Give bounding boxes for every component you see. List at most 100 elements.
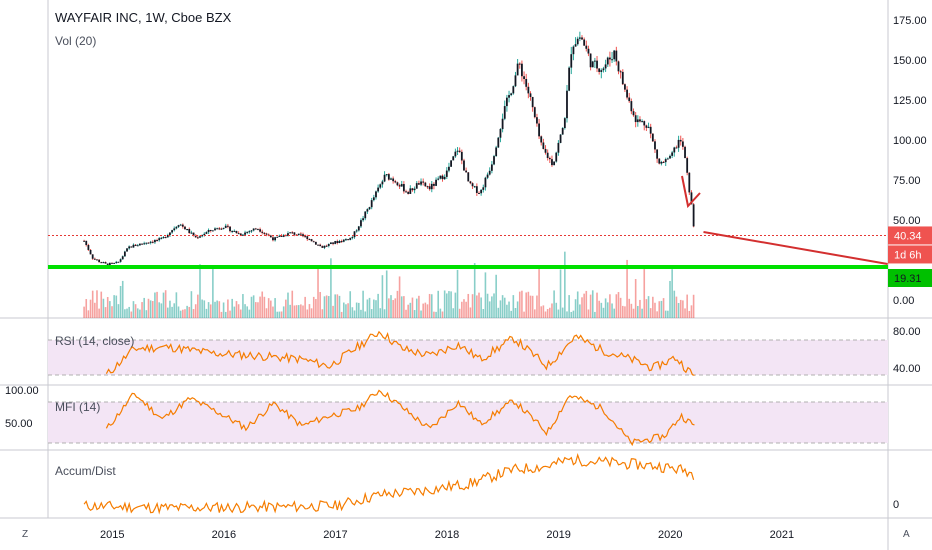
- candle-body: [572, 46, 575, 55]
- candle-body: [518, 63, 521, 65]
- candle-body: [119, 259, 122, 262]
- candle-body: [445, 170, 448, 177]
- volume-bar: [439, 308, 442, 318]
- last-price-value: 40.34: [894, 230, 922, 242]
- candle-body: [214, 228, 216, 231]
- candle-body: [98, 259, 101, 263]
- volume-bar: [602, 307, 605, 318]
- volume-bar: [302, 305, 304, 318]
- volume-bar: [295, 305, 298, 318]
- candle-body: [409, 188, 412, 194]
- volume-bar: [325, 295, 328, 318]
- auto-scale-icon[interactable]: A: [903, 529, 910, 540]
- candle-body: [312, 241, 315, 243]
- candle-body: [287, 233, 289, 236]
- candle-body: [645, 125, 648, 128]
- volume-bar: [259, 296, 261, 318]
- volume-bar: [403, 296, 405, 318]
- candle-body: [278, 235, 281, 237]
- volume-bar: [527, 291, 530, 318]
- candle-body: [128, 246, 131, 249]
- candle-body: [671, 152, 674, 156]
- volume-bar: [270, 300, 272, 318]
- candle-body: [353, 231, 356, 238]
- time-tick-label: 2017: [323, 529, 347, 541]
- volume-label: Vol (20): [55, 34, 96, 48]
- candle-body: [639, 119, 641, 122]
- candle-body: [641, 121, 643, 123]
- volume-bar: [692, 294, 695, 318]
- volume-bar: [637, 305, 639, 318]
- candle-body: [458, 150, 461, 152]
- candle-body: [265, 233, 268, 235]
- volume-bar: [117, 304, 120, 318]
- candle-body: [83, 240, 85, 242]
- candle-body: [375, 191, 377, 198]
- candle-body: [385, 174, 388, 176]
- volume-bar: [433, 311, 435, 318]
- candle-body: [323, 245, 326, 248]
- zoom-icon[interactable]: Z: [22, 529, 28, 540]
- volume-bar: [435, 311, 437, 318]
- candle-body: [126, 248, 128, 252]
- volume-bar: [546, 309, 549, 318]
- candle-body: [321, 246, 324, 248]
- volume-bar: [237, 304, 240, 318]
- candle-body: [681, 141, 684, 147]
- rsi-line: [105, 330, 695, 376]
- candle-body: [291, 232, 294, 234]
- volume-bar: [327, 296, 330, 318]
- volume-bar: [289, 304, 291, 318]
- volume-bar: [186, 305, 188, 318]
- candle-body: [383, 174, 386, 182]
- candle-body: [259, 229, 261, 232]
- volume-bar: [312, 296, 315, 318]
- volume-bar: [521, 290, 523, 318]
- ad-tick-label: 0: [893, 499, 899, 511]
- volume-bar: [319, 291, 321, 318]
- volume-bar: [564, 251, 566, 318]
- volume-bar: [420, 310, 422, 318]
- candle-body: [602, 68, 605, 71]
- volume-bar: [411, 297, 414, 318]
- candle-body: [392, 178, 395, 182]
- price-candles: [83, 31, 695, 267]
- candle-body: [525, 78, 528, 87]
- candle-body: [91, 254, 94, 259]
- candle-body: [651, 133, 654, 142]
- candle-body: [630, 101, 633, 112]
- candle-body: [486, 174, 489, 178]
- candle-body: [454, 151, 457, 157]
- volume-bar: [679, 299, 682, 318]
- volume-bar: [347, 303, 349, 318]
- volume-bar: [576, 291, 579, 318]
- candle-body: [387, 174, 390, 180]
- candle-body: [428, 186, 431, 190]
- volume-bar: [669, 280, 671, 318]
- candle-body: [166, 235, 169, 238]
- candle-body: [437, 178, 440, 180]
- volume-bar: [568, 295, 570, 318]
- candle-body: [632, 111, 635, 116]
- volume-bar: [626, 259, 628, 318]
- candle-body: [611, 59, 613, 61]
- volume-bar: [645, 299, 648, 318]
- candle-body: [149, 241, 152, 243]
- volume-bar: [274, 298, 276, 318]
- volume-bar: [619, 297, 622, 318]
- candle-body: [600, 70, 603, 72]
- candle-body: [282, 235, 285, 237]
- candle-body: [585, 45, 588, 49]
- candle-body: [85, 240, 88, 246]
- candle-body: [235, 230, 238, 234]
- candle-body: [480, 189, 483, 194]
- candle-body: [317, 244, 319, 246]
- candle-body: [297, 233, 300, 236]
- candle-body: [400, 184, 403, 187]
- volume-bar: [437, 290, 440, 318]
- volume-bar: [220, 311, 223, 318]
- candle-body: [488, 170, 491, 175]
- volume-bar: [94, 302, 96, 318]
- volume-bar: [660, 300, 663, 318]
